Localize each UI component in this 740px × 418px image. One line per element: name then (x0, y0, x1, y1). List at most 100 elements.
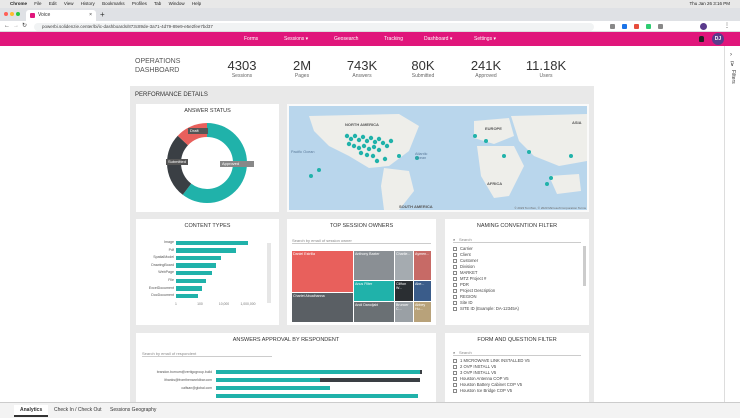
scrollbar[interactable] (583, 246, 586, 286)
location-markers[interactable] (309, 133, 573, 186)
bar[interactable] (176, 248, 237, 253)
bar[interactable] (176, 255, 221, 261)
checkbox[interactable] (453, 376, 457, 381)
checkbox[interactable] (453, 252, 457, 257)
treemap-tile[interactable]: Clifton W... (395, 281, 413, 301)
avatar[interactable]: DJ (712, 33, 724, 45)
collapse-filters-icon[interactable]: › (730, 52, 732, 58)
mac-menu-item[interactable]: Tab (154, 1, 162, 6)
filter-option[interactable]: SITE ID (Example: DA-12345A) (453, 306, 519, 311)
bell-icon[interactable] (699, 36, 704, 42)
extension-icon[interactable] (622, 24, 627, 29)
approved-bar[interactable] (216, 378, 320, 382)
approval-chart[interactable]: brandon.bornum@vertigogroup.build lthanks… (136, 368, 436, 402)
mac-menu-item[interactable]: View (63, 1, 74, 6)
checkbox[interactable] (453, 364, 457, 369)
submitted-bar[interactable] (320, 378, 420, 382)
treemap-tile[interactable]: Abe... (414, 281, 431, 301)
filter-option[interactable]: MTZ Project # (453, 276, 486, 281)
mac-menu-item[interactable]: Chrome (10, 1, 28, 6)
filter-option[interactable]: Houston Antenna COP V5 (453, 376, 509, 381)
bar[interactable] (176, 270, 212, 276)
mac-menu-item[interactable]: Window (168, 1, 185, 6)
filter-option[interactable]: MARKET (453, 270, 477, 275)
treemap-tile[interactable]: Charlet Abualhanna (292, 293, 353, 322)
nav-settings[interactable]: Settings ▾ (474, 36, 496, 42)
checkbox[interactable] (453, 388, 457, 393)
bar[interactable] (176, 278, 207, 284)
checkbox[interactable] (453, 358, 457, 363)
filter-option[interactable]: Site ID (453, 300, 473, 305)
mac-menu-item[interactable]: Profiles (131, 1, 147, 6)
respondent-search-input[interactable]: Search by email of respondent (142, 350, 272, 357)
close-window-icon[interactable] (4, 12, 8, 16)
filter-option[interactable]: Project Description (453, 288, 495, 293)
checkbox[interactable] (453, 288, 457, 293)
mac-menu-item[interactable]: File (34, 1, 42, 6)
mac-menu-item[interactable]: Edit (48, 1, 57, 6)
treemap-tile[interactable]: Aymen... (414, 251, 431, 280)
filters-pane[interactable]: › ⊽ Filters (724, 46, 740, 402)
treemap-tile[interactable]: Abbey Hu... (414, 302, 431, 322)
treemap-tile[interactable]: Daniel Estrilla (292, 251, 353, 292)
nav-geosearch[interactable]: Geosearch (334, 36, 359, 42)
filter-option[interactable]: REGION (453, 294, 477, 299)
more-menu-icon[interactable]: ⋮ (724, 23, 730, 29)
url-input[interactable]: powerbi.solidenzie.center/bi/ic-dashboar… (34, 22, 594, 31)
checkbox[interactable] (453, 370, 457, 375)
checkbox[interactable] (453, 282, 457, 287)
checkbox[interactable] (453, 246, 457, 251)
nav-tracking[interactable]: Tracking (384, 36, 403, 42)
extension-icon[interactable] (634, 24, 639, 29)
back-icon[interactable]: ← (4, 23, 10, 29)
checkbox[interactable] (453, 306, 457, 311)
mac-menu-item[interactable]: History (80, 1, 95, 6)
treemap-tile[interactable]: Bruncer C... (395, 302, 413, 322)
session-owner-search[interactable]: Search by email of session owner (292, 237, 431, 244)
mac-menu-item[interactable]: Help (191, 1, 202, 6)
filter-option[interactable]: Carrier (453, 246, 473, 251)
nav-sessions[interactable]: Sessions ▾ (284, 36, 309, 42)
tab-sessions-geography[interactable]: Sessions Geography (110, 407, 157, 413)
filter-option[interactable]: 3 OVP INSTALL V5 (453, 370, 496, 375)
extension-icon[interactable] (658, 24, 663, 29)
profile-icon[interactable] (700, 23, 707, 30)
bar[interactable] (176, 293, 198, 299)
minimize-window-icon[interactable] (10, 12, 14, 16)
tab-analytics[interactable]: Analytics (14, 405, 49, 417)
naming-search-input[interactable]: Search (453, 236, 581, 243)
content-types-chart[interactable]: Image Pdf SpatialModel DrawingBoard WebPage F… (138, 239, 276, 319)
checkbox[interactable] (453, 258, 457, 263)
nav-dashboard[interactable]: Dashboard ▾ (424, 36, 453, 42)
treemap[interactable]: Daniel Estrilla Anthony Baxter Charlie..… (292, 251, 431, 322)
treemap-tile[interactable]: Charlie... (395, 251, 413, 280)
filter-option[interactable]: Houston Battery Cabinet COP V5 (453, 382, 522, 387)
checkbox[interactable] (453, 264, 457, 269)
checkbox[interactable] (453, 270, 457, 275)
filter-option[interactable]: Division (453, 264, 475, 269)
tab-check-in-out[interactable]: Check In / Check Out (54, 407, 102, 413)
extension-icon[interactable] (646, 24, 651, 29)
bar[interactable] (176, 263, 217, 268)
maximize-window-icon[interactable] (16, 12, 20, 16)
checkbox[interactable] (453, 300, 457, 305)
treemap-tile[interactable]: Anus Filter (354, 281, 394, 301)
form-search-input[interactable]: Search (453, 349, 581, 356)
checkbox[interactable] (453, 276, 457, 281)
bar[interactable] (176, 286, 202, 291)
bar[interactable] (176, 240, 248, 246)
new-tab-icon[interactable]: + (100, 10, 105, 19)
filter-option[interactable]: 1 MICROWAVE LINK INSTALLED V5 (453, 358, 530, 363)
reload-icon[interactable]: ↻ (22, 23, 28, 29)
filter-option[interactable]: Houston Ice Bridge COP V5 (453, 388, 512, 393)
checkbox[interactable] (453, 294, 457, 299)
filter-option[interactable]: Client (453, 252, 471, 257)
treemap-tile[interactable]: Anthony Baxter (354, 251, 394, 280)
approved-bar[interactable] (216, 386, 331, 390)
filter-option[interactable]: Customer (453, 258, 478, 263)
approved-bar[interactable] (216, 394, 418, 398)
extension-icon[interactable] (610, 24, 615, 29)
treemap-tile[interactable]: Andi Danoljabi (354, 302, 394, 322)
world-map[interactable] (289, 106, 587, 210)
submitted-bar[interactable] (419, 370, 422, 374)
